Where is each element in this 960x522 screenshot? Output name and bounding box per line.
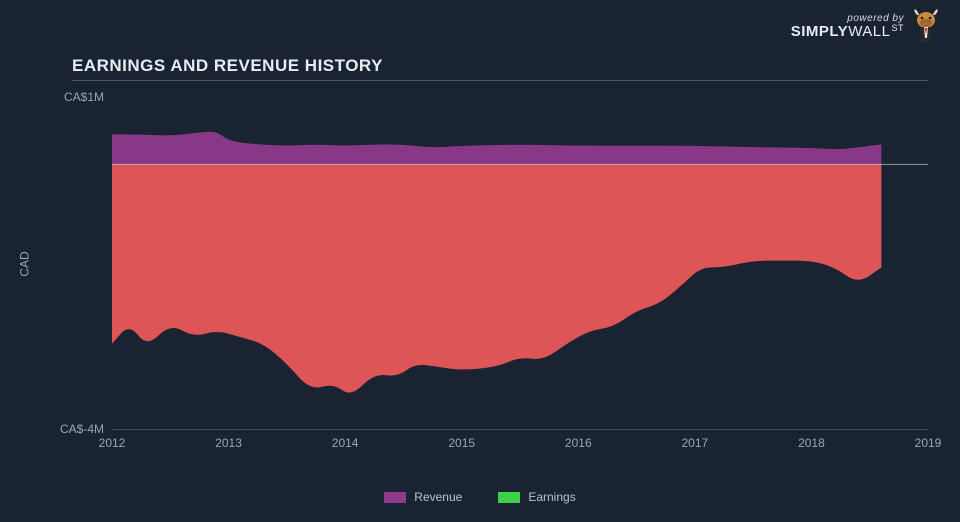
x-axis-label: 2013	[215, 436, 242, 450]
legend-swatch-earnings	[498, 492, 520, 503]
y-axis-label: CA$1M	[44, 90, 104, 104]
brand-watermark: powered by SIMPLYWALLST	[791, 8, 942, 44]
legend-item-revenue: Revenue	[384, 490, 462, 504]
x-axis-label: 2014	[332, 436, 359, 450]
legend: Revenue Earnings	[0, 490, 960, 504]
x-axis-label: 2015	[448, 436, 475, 450]
legend-item-earnings: Earnings	[498, 490, 575, 504]
chart-svg	[112, 98, 928, 430]
x-axis-label: 2019	[915, 436, 942, 450]
brand-text: powered by SIMPLYWALLST	[791, 14, 904, 39]
chart-area: CAD CA$1MCA$-4M2012201320142015201620172…	[112, 98, 928, 430]
title-underline	[72, 80, 928, 81]
y-axis-title: CAD	[18, 251, 32, 276]
legend-label-revenue: Revenue	[414, 490, 462, 504]
x-axis-label: 2012	[99, 436, 126, 450]
y-axis-label: CA$-4M	[44, 422, 104, 436]
legend-swatch-revenue	[384, 492, 406, 503]
bull-mascot-icon	[910, 8, 942, 44]
legend-label-earnings: Earnings	[528, 490, 575, 504]
x-axis-label: 2017	[681, 436, 708, 450]
x-axis-label: 2018	[798, 436, 825, 450]
brand-name: SIMPLYWALLST	[791, 24, 904, 39]
x-axis-label: 2016	[565, 436, 592, 450]
chart-title: EARNINGS AND REVENUE HISTORY	[72, 56, 383, 76]
